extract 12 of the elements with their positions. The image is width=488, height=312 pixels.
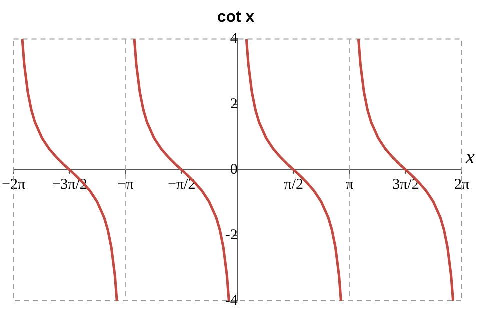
y-tick-label: 2 — [230, 96, 238, 113]
y-tick-label: -4 — [225, 292, 238, 309]
chart-title: cot x — [217, 9, 255, 26]
x-tick-label: −π — [118, 177, 134, 194]
x-tick-label: π — [346, 177, 354, 194]
x-tick-label: π/2 — [284, 177, 304, 194]
y-tick-label: -2 — [225, 227, 238, 244]
x-tick-label: −3π/2 — [52, 177, 88, 194]
x-axis-title: x — [465, 146, 475, 168]
x-tick-label: −2π — [2, 177, 26, 194]
x-tick-label: 2π — [454, 177, 470, 194]
y-tick-label: 4 — [230, 31, 238, 48]
